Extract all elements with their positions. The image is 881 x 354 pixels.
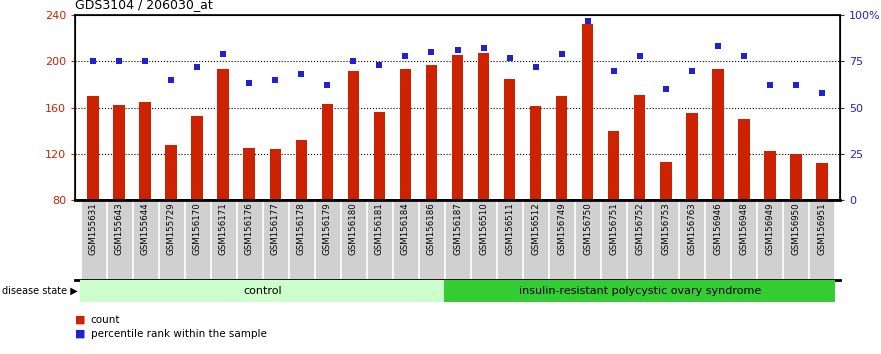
Bar [211, 201, 236, 279]
Bar [114, 105, 125, 292]
Text: GSM156951: GSM156951 [818, 202, 826, 255]
Bar [367, 201, 392, 279]
Bar [497, 201, 522, 279]
Bar [712, 69, 723, 292]
Text: GSM156752: GSM156752 [635, 202, 644, 255]
Bar [400, 69, 411, 292]
Bar [289, 201, 314, 279]
Text: GSM156187: GSM156187 [453, 202, 462, 255]
Bar [445, 280, 835, 302]
Bar [237, 201, 262, 279]
Bar [322, 104, 333, 292]
Text: ■: ■ [75, 315, 85, 325]
Bar [419, 201, 444, 279]
Bar [218, 69, 229, 292]
Text: GSM156186: GSM156186 [427, 202, 436, 255]
Bar [758, 201, 782, 279]
Bar [738, 119, 750, 292]
Text: GSM156950: GSM156950 [791, 202, 800, 255]
Text: GSM156184: GSM156184 [401, 202, 410, 255]
Bar [270, 149, 281, 292]
Bar [633, 95, 646, 292]
Bar [243, 148, 255, 292]
Bar [426, 65, 437, 292]
Bar [731, 201, 756, 279]
Bar [166, 144, 177, 292]
Text: ■: ■ [75, 329, 85, 339]
Text: GSM156179: GSM156179 [323, 202, 332, 255]
Text: GSM156170: GSM156170 [193, 202, 202, 255]
Bar [504, 79, 515, 292]
Text: GSM156763: GSM156763 [687, 202, 696, 255]
Text: GSM155644: GSM155644 [141, 202, 150, 255]
Bar [393, 201, 418, 279]
Text: disease state ▶: disease state ▶ [2, 286, 78, 296]
Bar [133, 201, 158, 279]
Bar [295, 140, 307, 292]
Bar [529, 106, 542, 292]
Bar [107, 201, 132, 279]
Bar [608, 131, 619, 292]
Bar [575, 201, 600, 279]
Bar [81, 201, 106, 279]
Bar [816, 163, 827, 292]
Bar [660, 162, 671, 292]
Text: GSM156512: GSM156512 [531, 202, 540, 255]
Text: GSM155631: GSM155631 [89, 202, 98, 255]
Bar [315, 201, 340, 279]
Text: GSM156176: GSM156176 [245, 202, 254, 255]
Text: GSM155729: GSM155729 [167, 202, 176, 255]
Text: GSM156177: GSM156177 [270, 202, 280, 255]
Bar [185, 201, 210, 279]
Bar [445, 201, 470, 279]
Bar [348, 70, 359, 292]
Bar [87, 96, 99, 292]
Bar [159, 201, 184, 279]
Bar [601, 201, 626, 279]
Text: GSM156750: GSM156750 [583, 202, 592, 255]
Bar [581, 24, 594, 292]
Bar [191, 116, 204, 292]
Bar [549, 201, 574, 279]
Text: GSM156949: GSM156949 [766, 202, 774, 255]
Text: GSM156511: GSM156511 [505, 202, 514, 255]
Text: count: count [91, 315, 121, 325]
Bar [471, 201, 496, 279]
Text: GSM156751: GSM156751 [609, 202, 618, 255]
Bar [374, 112, 385, 292]
Text: GSM156948: GSM156948 [739, 202, 748, 255]
Bar [764, 152, 775, 292]
Bar [478, 53, 489, 292]
Bar [627, 201, 652, 279]
Bar [139, 102, 152, 292]
Text: GSM156946: GSM156946 [714, 202, 722, 255]
Bar [790, 154, 802, 292]
Bar [679, 201, 704, 279]
Text: GSM156171: GSM156171 [218, 202, 228, 255]
Text: GSM156753: GSM156753 [661, 202, 670, 255]
Text: GSM156180: GSM156180 [349, 202, 358, 255]
Bar [705, 201, 730, 279]
Text: insulin-resistant polycystic ovary syndrome: insulin-resistant polycystic ovary syndr… [519, 286, 761, 296]
Bar [685, 113, 698, 292]
Text: control: control [243, 286, 282, 296]
Text: GSM156749: GSM156749 [557, 202, 566, 255]
Bar [452, 56, 463, 292]
Text: GSM155643: GSM155643 [115, 202, 123, 255]
Bar [653, 201, 678, 279]
Text: GSM156510: GSM156510 [479, 202, 488, 255]
Bar [263, 201, 288, 279]
Bar [80, 280, 445, 302]
Bar [783, 201, 808, 279]
Text: percentile rank within the sample: percentile rank within the sample [91, 329, 267, 339]
Text: GSM156181: GSM156181 [375, 202, 384, 255]
Text: GSM156178: GSM156178 [297, 202, 306, 255]
Bar [810, 201, 834, 279]
Text: GDS3104 / 206030_at: GDS3104 / 206030_at [75, 0, 212, 11]
Bar [523, 201, 548, 279]
Bar [556, 96, 567, 292]
Bar [341, 201, 366, 279]
